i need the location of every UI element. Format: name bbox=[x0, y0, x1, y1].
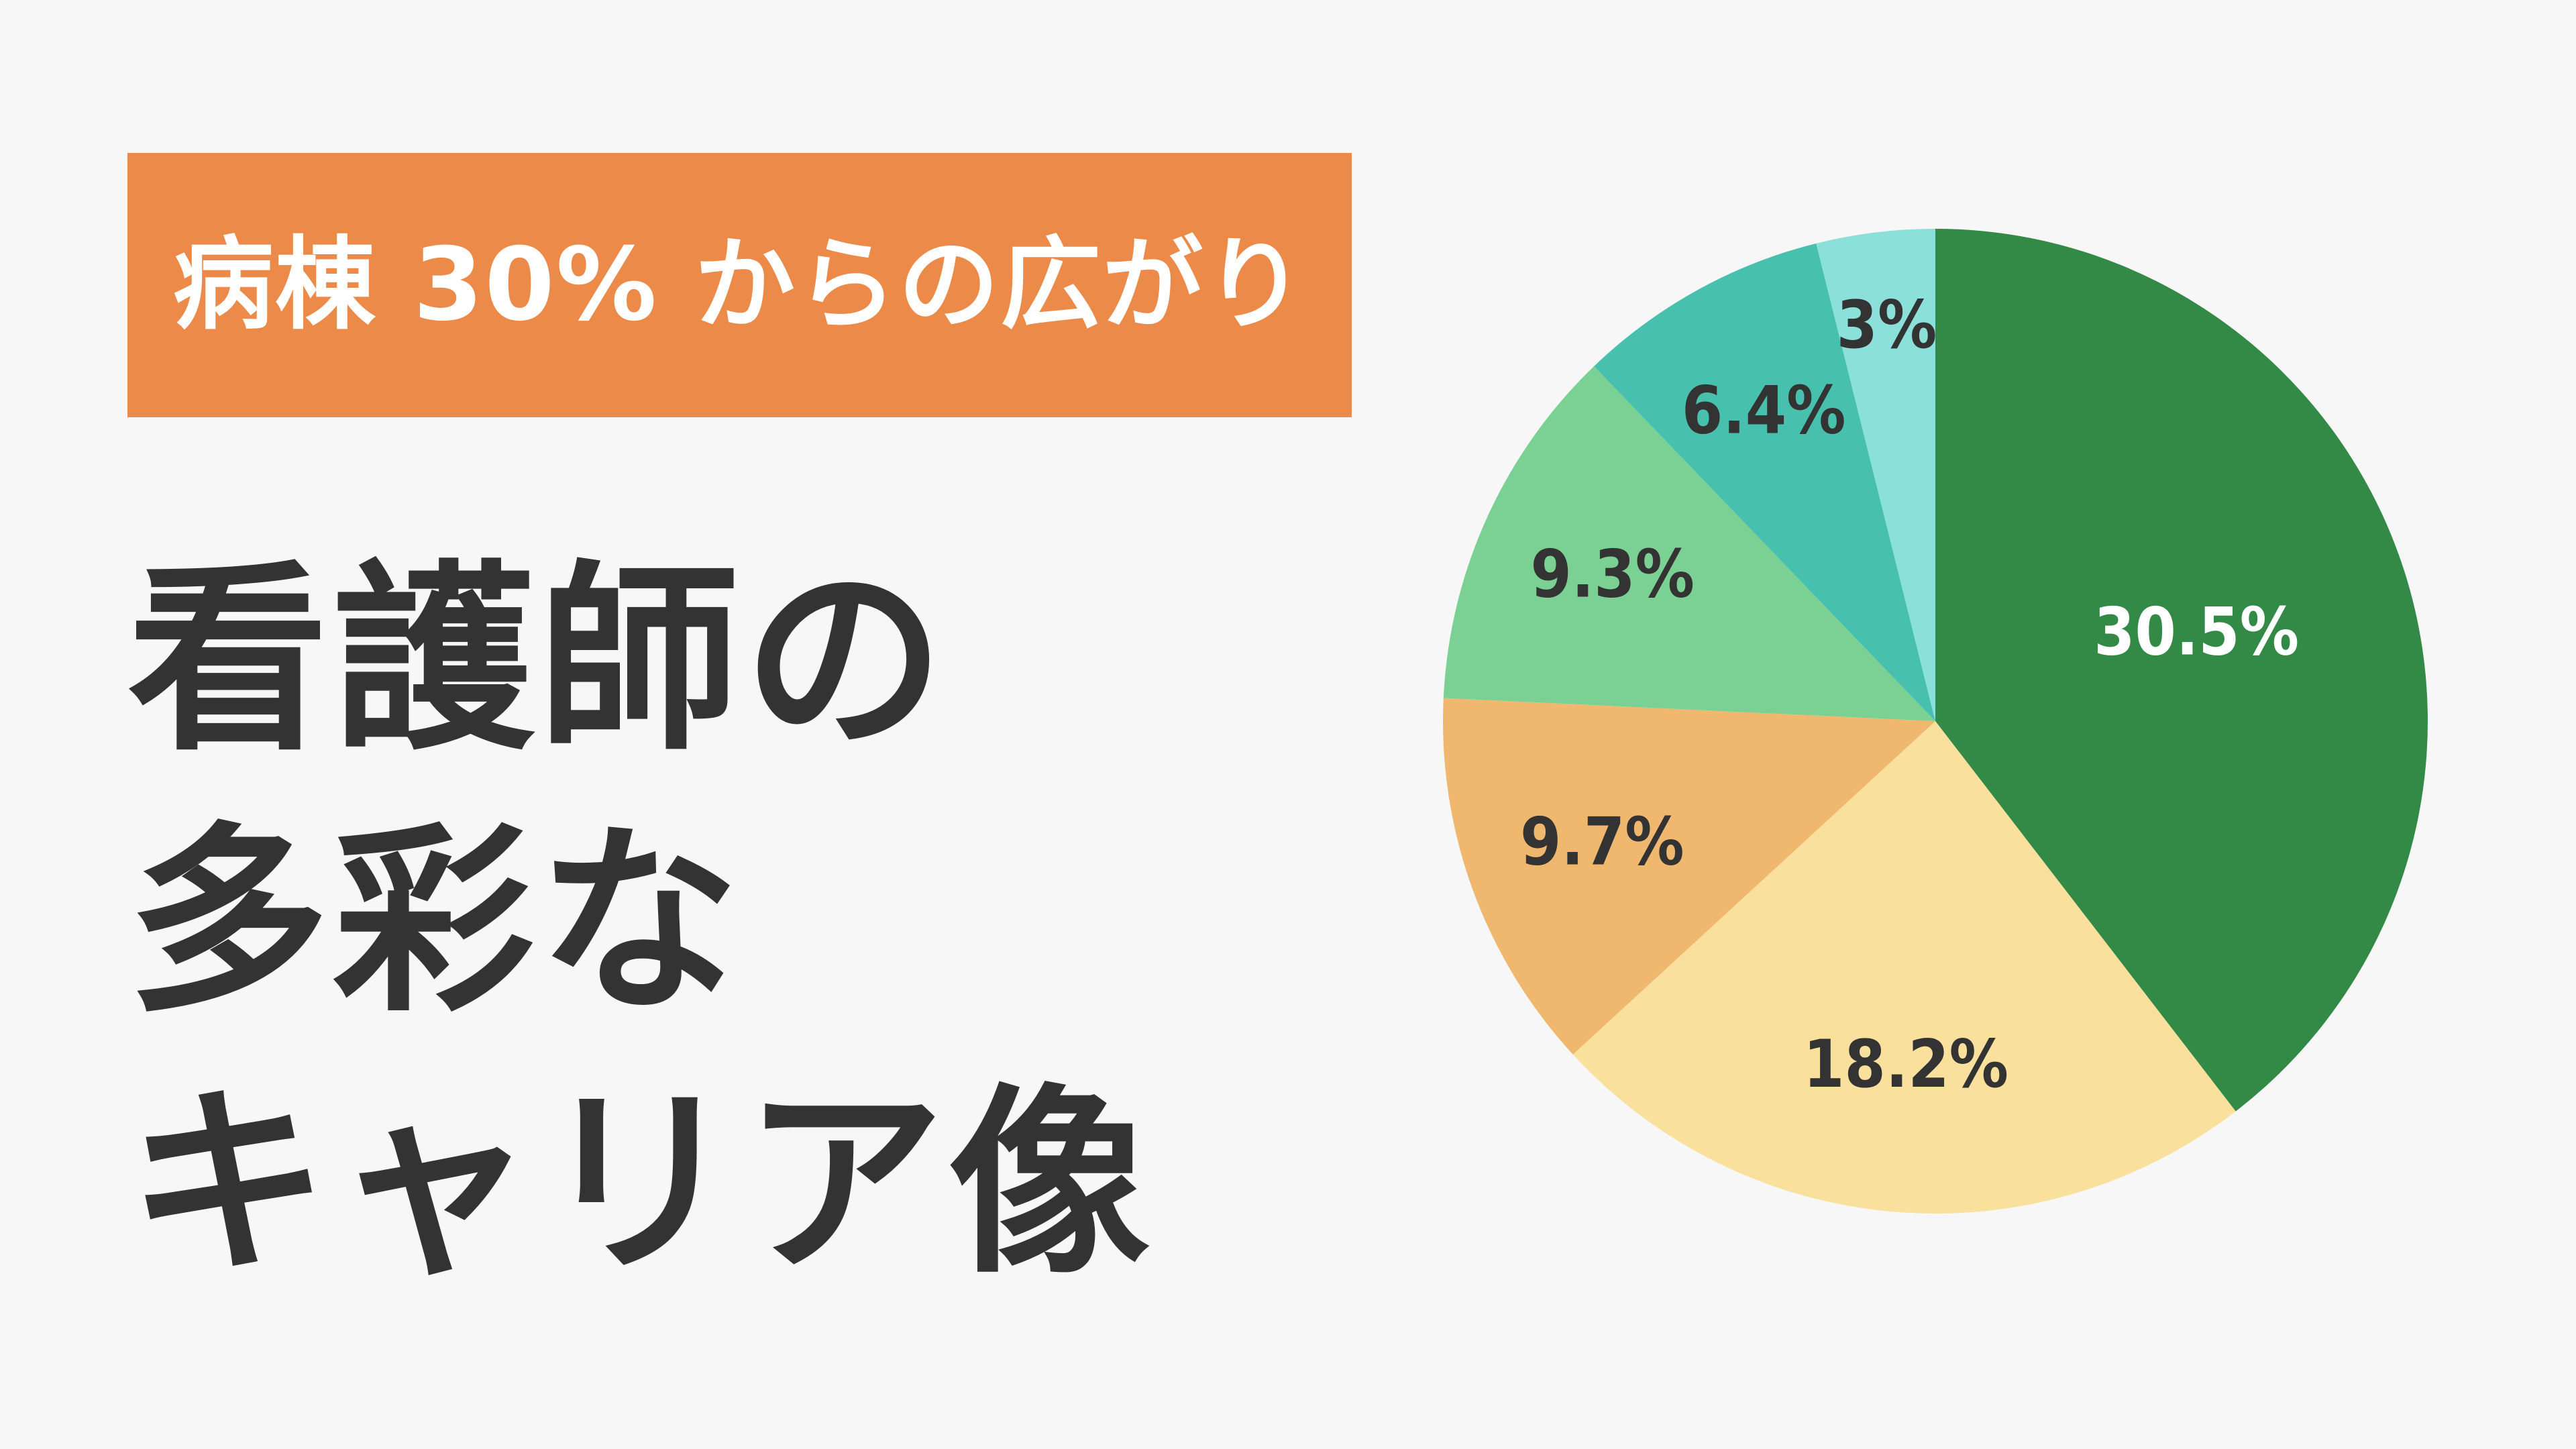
pie-slice-5 bbox=[1594, 243, 1935, 722]
pie-slice-label-4: 9.3% bbox=[1530, 537, 1695, 613]
title-line-2: 多彩な bbox=[127, 805, 743, 1039]
title-line-3: キャリア像 bbox=[127, 1067, 1154, 1301]
pie-slice-3 bbox=[1443, 698, 1935, 1055]
pie-slice-label-3: 9.7% bbox=[1520, 804, 1684, 880]
pie-slice-label-1: 30.5% bbox=[2094, 594, 2299, 671]
pie-chart: 30.5% 18.2% 9.7% 9.3% 6.4% 3% bbox=[1443, 229, 2428, 1214]
pie-slice-label-5: 6.4% bbox=[1682, 373, 1846, 449]
pie-slice-4 bbox=[1443, 366, 1935, 721]
pie-slice-6 bbox=[1816, 229, 1935, 721]
page-title: 看護師の 多彩な キャリア像 bbox=[127, 530, 1402, 1315]
pie-slice-label-6: 3% bbox=[1837, 287, 1937, 364]
header-banner: 病棟 30% からの広がり bbox=[127, 153, 1352, 417]
pie-slice-1 bbox=[1935, 229, 2428, 1112]
pie-slice-label-2: 18.2% bbox=[1803, 1026, 2008, 1103]
title-line-1: 看護師の bbox=[127, 543, 949, 777]
banner-text: 病棟 30% からの広がり bbox=[172, 227, 1307, 343]
pie-slice-2 bbox=[1572, 721, 2236, 1214]
